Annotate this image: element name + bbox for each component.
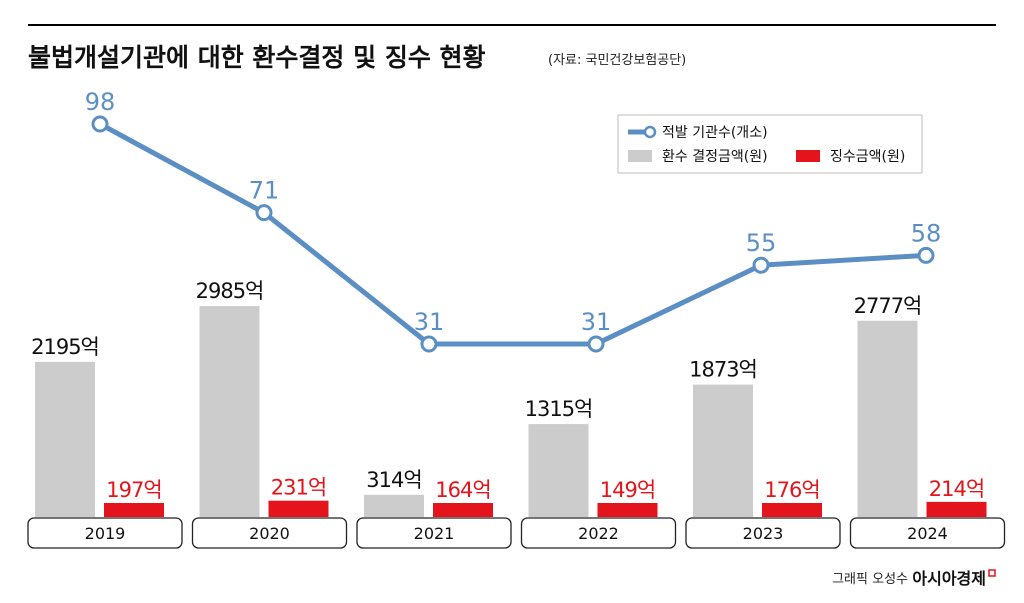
year-box [849,517,1006,549]
year-label: 2019 [85,524,126,543]
legend-line-marker [643,125,657,139]
line-point [91,115,109,133]
grey-bar [364,494,424,517]
line-point [917,246,935,264]
grey-bar [35,361,95,517]
year-box [356,517,512,549]
brand-logo: 아시아경제 [912,569,986,588]
red-bar [597,503,658,517]
grey-bar-label: 314억 [366,468,421,492]
year-box [27,517,183,549]
red-bar-label: 149억 [600,478,655,502]
red-bar [762,503,822,517]
legend-red-label: 징수금액(원) [830,149,905,165]
legend-grey-swatch [628,150,652,162]
legend-grey-label: 환수 결정금액(원) [662,149,768,165]
grey-bar-label: 1873억 [689,358,757,382]
chart-source: (자료: 국민건강보험공단) [548,53,686,68]
credit-text: 그래픽 오성수 [832,572,908,587]
year-box [685,517,841,549]
grey-bar-label: 2985억 [196,279,264,303]
line-point-label: 98 [85,88,116,116]
grey-bar [199,306,260,517]
grey-bar [857,320,918,517]
legend-box [617,114,923,174]
year-label: 2023 [743,524,784,543]
legend-line-label: 적발 기관수(개소) [662,125,768,141]
line-point-label: 31 [581,308,612,336]
grey-bar [693,384,753,517]
brand-mark-icon [988,569,996,577]
line-series [98,121,927,347]
chart-title: 불법개설기관에 대한 환수결정 및 징수 현황 [28,43,486,72]
line-point-label: 58 [911,219,942,247]
year-axis: 2019 2020 2021 2022 2023 2024 [27,517,1006,549]
red-bar [433,503,493,517]
red-bar-label: 197억 [106,478,161,502]
year-label: 2020 [249,524,290,543]
bars-layer: 2195억 197억 2985억 231억 314억 164억 1315억 149억 1873억… [31,279,987,517]
line-point [752,256,770,274]
red-bar-label: 176억 [764,478,819,502]
line-point-label: 55 [746,229,777,257]
year-box [191,517,348,549]
line-point [420,335,438,353]
line-point-label: 31 [414,308,445,336]
grey-bar-label: 2777억 [854,294,922,318]
red-bar-label: 164억 [435,478,490,502]
year-label: 2024 [907,524,948,543]
line-layer: 98 71 31 31 55 58 [85,88,942,353]
red-bar [926,501,987,517]
year-label: 2022 [578,524,619,543]
legend: 적발 기관수(개소) 환수 결정금액(원) 징수금액(원) [617,114,923,174]
grey-bar-label: 2195억 [31,335,99,359]
line-point-label: 71 [249,177,280,205]
legend-red-swatch [796,150,820,162]
red-bar [268,500,329,517]
grey-bar-label: 1315억 [525,397,593,421]
red-bar-label: 214억 [929,477,984,501]
grey-bar [528,424,589,517]
red-bar [104,503,164,517]
line-point [255,204,273,222]
year-label: 2021 [414,524,455,543]
red-bar-label: 231억 [271,476,326,500]
line-point [587,335,605,353]
year-box [520,517,677,549]
